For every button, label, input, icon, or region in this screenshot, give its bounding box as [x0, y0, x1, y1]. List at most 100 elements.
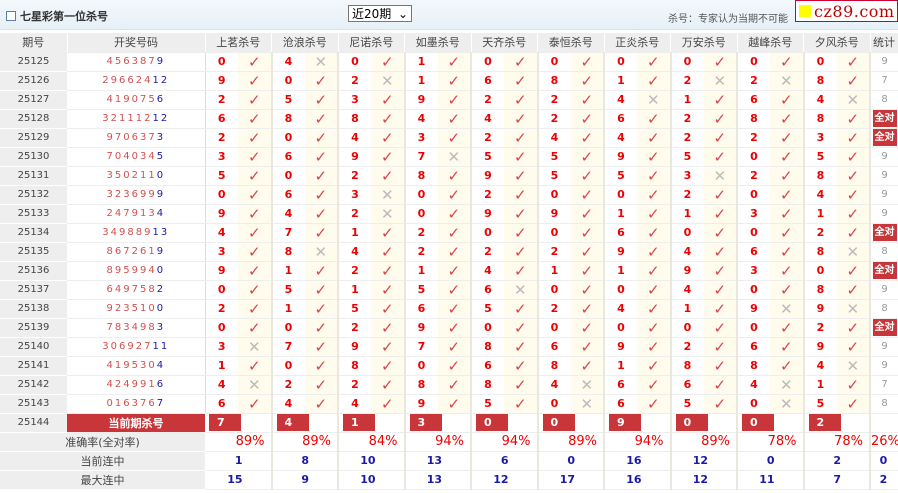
kill-result: ✓ [304, 318, 339, 338]
kill-result: ✓ [371, 242, 406, 262]
draw-numbers: 4190756 [67, 90, 206, 110]
kill-number: 4 [604, 128, 637, 148]
expert-max-streak: 15 [205, 470, 273, 490]
panel-title: 七星彩第一位杀号 [6, 8, 108, 24]
kill-result: ✓ [703, 128, 738, 148]
kill-result: ✓ [703, 185, 738, 205]
kill-number: 6 [205, 394, 238, 414]
kill-number: 8 [537, 356, 571, 376]
kill-result: ✓ [703, 394, 738, 414]
expert-max-streak: 10 [338, 470, 406, 490]
kill-number: 0 [471, 318, 504, 338]
check-icon: ✓ [314, 204, 328, 223]
kill-result: ✓ [504, 242, 539, 262]
kill-result: ✓ [304, 185, 339, 205]
table-row: 25131 3502110 5 ✓ 0 ✓ 2 ✓ 8 ✓ 9 ✓ 5 ✓ 5 ✓ 3 ✕ 2 ✓ 8 ✓ 9 [0, 166, 898, 186]
check-icon: ✓ [713, 223, 727, 242]
current-kill-cell: 4 [271, 413, 339, 433]
kill-number: 0 [404, 185, 438, 205]
check-icon: ✓ [314, 147, 328, 166]
check-icon: ✓ [380, 52, 394, 71]
kill-result: ✓ [703, 223, 738, 243]
period-select[interactable]: 近20期 ⌄ [348, 5, 412, 22]
kill-result: ✓ [637, 375, 672, 395]
kill-result: ✕ [836, 356, 871, 376]
period-cell: 25131 [0, 166, 67, 186]
kill-number: 9 [737, 299, 770, 319]
draw-digit: 6 [127, 75, 136, 86]
check-icon: ✓ [713, 375, 727, 394]
draw-digit: 5 [131, 360, 140, 371]
cross-icon: ✕ [846, 299, 860, 318]
kill-result: ✓ [437, 52, 472, 72]
kill-number: 6 [604, 375, 637, 395]
kill-result: ✓ [836, 394, 871, 414]
kill-number: 6 [670, 375, 704, 395]
kill-result: ✕ [304, 242, 339, 262]
current-kill-cell: 0 [737, 413, 805, 433]
check-icon: ✓ [580, 52, 594, 71]
kill-result: ✓ [703, 147, 738, 167]
kill-result: ✓ [703, 280, 738, 300]
expert-current-streak: 10 [338, 451, 406, 471]
kill-number: 1 [404, 261, 438, 281]
check-icon: ✓ [713, 394, 727, 413]
kill-number: 8 [737, 109, 770, 129]
expert-current-streak: 0 [737, 451, 805, 471]
kill-number: 0 [271, 71, 305, 91]
kill-result: ✓ [703, 242, 738, 262]
draw-digit: 6 [119, 75, 128, 86]
draw-digit: 7 [139, 94, 149, 105]
check-icon: ✓ [646, 128, 660, 147]
period-cell: 25129 [0, 128, 67, 148]
kill-number: 9 [604, 337, 637, 357]
draw-digit: 9 [139, 379, 149, 390]
kill-result: ✓ [504, 185, 539, 205]
stat-cell: 8 [870, 394, 898, 414]
draw-sum: 7 [156, 398, 166, 409]
stat-cell: 8 [870, 242, 898, 262]
current-kill-label: 当前期杀号 [67, 413, 205, 433]
kill-number: 8 [338, 109, 371, 129]
all-correct-badge: 全对 [872, 262, 897, 279]
check-icon: ✓ [247, 299, 261, 318]
kill-number: 1 [404, 52, 438, 72]
kill-number: 0 [604, 318, 637, 338]
table-row: 25129 9706373 2 ✓ 0 ✓ 4 ✓ 3 ✓ 2 ✓ 4 ✓ 4 ✓ 2 ✓ 2 ✓ 3 ✓ 全对 [0, 128, 898, 148]
kill-result: ✓ [770, 242, 805, 262]
kill-result: ✓ [371, 280, 406, 300]
kill-number: 0 [471, 223, 504, 243]
kill-result: ✓ [304, 128, 339, 148]
kill-result: ✓ [504, 261, 539, 281]
kill-number: 6 [471, 356, 504, 376]
check-icon: ✓ [646, 109, 660, 128]
draw-numbers: 2479134 [67, 204, 206, 224]
draw-digit: 4 [144, 75, 153, 86]
cross-icon: ✕ [646, 90, 660, 109]
draw-digit: 0 [148, 303, 157, 314]
kill-number: 4 [737, 375, 770, 395]
kill-result: ✓ [703, 299, 738, 319]
kill-number: 3 [338, 90, 371, 110]
kill-result: ✓ [504, 394, 539, 414]
kill-result: ✓ [238, 394, 273, 414]
draw-digit: 0 [114, 151, 124, 162]
draw-numbers: 9706373 [67, 128, 206, 148]
check-icon: ✓ [713, 261, 727, 280]
check-icon: ✓ [846, 52, 860, 71]
draw-digit: 3 [106, 170, 115, 181]
kill-result: ✓ [836, 128, 871, 148]
check-icon: ✓ [846, 204, 860, 223]
header-expert: 正炎杀号 [604, 33, 671, 53]
draw-sum: 5 [156, 151, 166, 162]
draw-digit: 4 [123, 151, 132, 162]
kill-number: 5 [803, 394, 837, 414]
draw-digit: 1 [148, 170, 157, 181]
period-cell: 25136 [0, 261, 67, 281]
stat-cell: 全对 [870, 318, 898, 338]
kill-result: ✓ [770, 109, 805, 129]
cross-icon: ✕ [314, 52, 328, 71]
check-icon: ✓ [447, 337, 461, 356]
check-icon: ✓ [580, 242, 594, 261]
check-icon: ✓ [513, 394, 527, 413]
